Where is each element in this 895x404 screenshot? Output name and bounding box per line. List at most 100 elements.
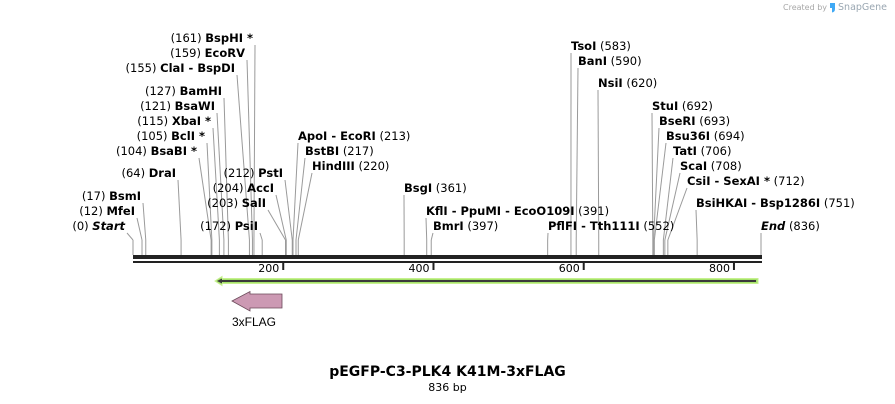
site-label[interactable]: PflFI - Tth111I (552) bbox=[548, 219, 674, 233]
site-label[interactable]: ScaI (708) bbox=[680, 159, 742, 173]
site-label[interactable]: (203) SalI bbox=[207, 196, 266, 210]
enzyme-name: PsiI bbox=[235, 219, 258, 233]
site-label[interactable]: (17) BsmI bbox=[82, 189, 141, 203]
site-label[interactable]: TatI (706) bbox=[673, 144, 732, 158]
site-position: (64) bbox=[121, 166, 145, 180]
site-position: (552) bbox=[643, 219, 674, 233]
site-label[interactable]: (12) MfeI bbox=[79, 204, 135, 218]
site-label[interactable]: End (836) bbox=[761, 219, 820, 233]
site-position: (217) bbox=[343, 144, 374, 158]
site-label[interactable]: Bsu36I (694) bbox=[666, 129, 745, 143]
site-position: (391) bbox=[578, 204, 609, 218]
site-position: (204) bbox=[213, 181, 244, 195]
enzyme-name: KflI - PpuMI - EcoO109I bbox=[426, 204, 574, 218]
site-position: (212) bbox=[224, 166, 255, 180]
site-label[interactable]: (105) BclI * bbox=[137, 129, 205, 143]
site-position: (161) bbox=[171, 31, 202, 45]
site-position: (751) bbox=[824, 196, 855, 210]
site-label[interactable]: BseRI (693) bbox=[659, 114, 730, 128]
enzyme-name: NsiI bbox=[598, 76, 623, 90]
site-label[interactable]: CsiI - SexAI * (712) bbox=[687, 174, 805, 188]
site-label[interactable]: HindIII (220) bbox=[312, 159, 389, 173]
site-position: (105) bbox=[137, 129, 168, 143]
tick-label: 800 bbox=[709, 262, 730, 275]
enzyme-name: BstBI bbox=[305, 144, 339, 158]
site-label[interactable]: (121) BsaWI bbox=[140, 99, 215, 113]
site-label[interactable]: (212) PstI bbox=[224, 166, 283, 180]
site-position: (213) bbox=[379, 129, 410, 143]
site-label[interactable]: BanI (590) bbox=[578, 54, 642, 68]
site-position: (706) bbox=[701, 144, 732, 158]
enzyme-name: TsoI bbox=[571, 39, 596, 53]
site-label[interactable]: (161) BspHI * bbox=[171, 31, 253, 45]
enzyme-name: DraI bbox=[149, 166, 176, 180]
axis-ticks: 200 400 600 800 bbox=[258, 262, 735, 275]
site-position: (203) bbox=[207, 196, 238, 210]
site-position: (127) bbox=[145, 84, 176, 98]
enzyme-name: BanI bbox=[578, 54, 607, 68]
enzyme-name: ApoI - EcoRI bbox=[298, 129, 376, 143]
enzyme-name: BspHI * bbox=[205, 31, 253, 45]
site-label[interactable]: (172) PsiI bbox=[200, 219, 258, 233]
site-label[interactable]: BstBI (217) bbox=[305, 144, 374, 158]
site-position: (17) bbox=[82, 189, 106, 203]
enzyme-name: MfeI bbox=[106, 204, 135, 218]
site-label[interactable]: ApoI - EcoRI (213) bbox=[298, 129, 410, 143]
enzyme-name: BclI * bbox=[171, 129, 205, 143]
site-position: (104) bbox=[116, 144, 147, 158]
site-position: (155) bbox=[126, 61, 157, 75]
enzyme-name: BmrI bbox=[433, 219, 464, 233]
enzyme-name: EcoRV bbox=[205, 46, 245, 60]
site-position: (172) bbox=[200, 219, 231, 233]
cut-site-lines bbox=[126, 44, 762, 255]
site-position: (692) bbox=[682, 99, 713, 113]
enzyme-name: BsgI bbox=[404, 181, 432, 195]
enzyme-name: TatI bbox=[673, 144, 697, 158]
enzyme-name: Start bbox=[92, 219, 125, 233]
site-position: (220) bbox=[358, 159, 389, 173]
site-label[interactable]: TsoI (583) bbox=[571, 39, 631, 53]
site-label[interactable]: NsiI (620) bbox=[598, 76, 657, 90]
site-label[interactable]: (155) ClaI - BspDI bbox=[126, 61, 235, 75]
site-label[interactable]: KflI - PpuMI - EcoO109I (391) bbox=[426, 204, 609, 218]
watermark-prefix: Created by bbox=[783, 3, 828, 12]
enzyme-name: BamHI bbox=[180, 84, 222, 98]
enzyme-name: ScaI bbox=[680, 159, 707, 173]
site-position: (590) bbox=[611, 54, 642, 68]
enzyme-name: BsmI bbox=[109, 189, 141, 203]
snapgene-logo-icon bbox=[830, 2, 836, 12]
site-position: (121) bbox=[140, 99, 171, 113]
site-label[interactable]: BsiHKAI - Bsp1286I (751) bbox=[696, 196, 855, 210]
site-position: (12) bbox=[79, 204, 103, 218]
site-label[interactable]: BsgI (361) bbox=[404, 181, 467, 195]
site-label[interactable]: (104) BsaBI * bbox=[116, 144, 197, 158]
site-label[interactable]: (115) XbaI * bbox=[137, 114, 211, 128]
site-label[interactable]: (127) BamHI bbox=[145, 84, 222, 98]
enzyme-name: PstI bbox=[258, 166, 283, 180]
orf-arrow[interactable] bbox=[214, 275, 759, 287]
site-label[interactable]: StuI (692) bbox=[652, 99, 713, 113]
feature-3xflag[interactable] bbox=[231, 290, 283, 312]
enzyme-name: BsaWI bbox=[175, 99, 215, 113]
site-position: (620) bbox=[626, 76, 657, 90]
enzyme-name: BsiHKAI - Bsp1286I bbox=[696, 196, 820, 210]
map-length: 836 bp bbox=[428, 381, 467, 394]
site-position: (159) bbox=[170, 46, 201, 60]
site-label[interactable]: (0) Start bbox=[72, 219, 125, 233]
site-position: (708) bbox=[711, 159, 742, 173]
enzyme-name: CsiI - SexAI * bbox=[687, 174, 770, 188]
site-position: (836) bbox=[789, 219, 820, 233]
site-label[interactable]: (204) AccI bbox=[213, 181, 274, 195]
map-title: pEGFP-C3-PLK4 K41M-3xFLAG bbox=[329, 364, 566, 380]
site-label[interactable]: BmrI (397) bbox=[433, 219, 498, 233]
site-position: (115) bbox=[137, 114, 168, 128]
enzyme-name: XbaI * bbox=[172, 114, 211, 128]
sequence-backbone bbox=[133, 255, 762, 263]
site-label[interactable]: (159) EcoRV bbox=[170, 46, 245, 60]
site-position: (0) bbox=[72, 219, 88, 233]
site-label[interactable]: (64) DraI bbox=[121, 166, 176, 180]
site-position: (712) bbox=[774, 174, 805, 188]
enzyme-name: HindIII bbox=[312, 159, 355, 173]
enzyme-name: PflFI - Tth111I bbox=[548, 219, 640, 233]
